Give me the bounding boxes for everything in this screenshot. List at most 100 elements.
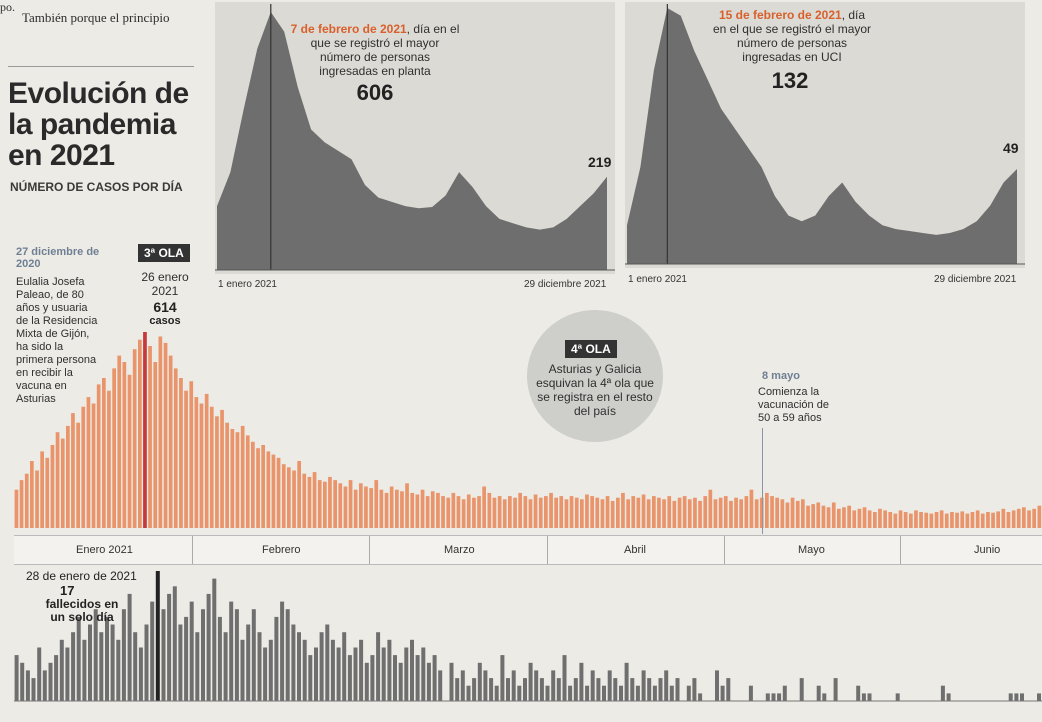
cases-bar [153,362,158,528]
cases-bar [235,432,240,528]
deaths-bar [613,678,618,701]
deaths-peak-bar [155,571,160,701]
cases-bar [780,499,785,528]
deaths-bar [150,601,155,701]
cases-bar [585,494,589,528]
deaths-bar [472,678,477,701]
cases-bar [482,486,486,528]
deaths-bar [511,670,516,701]
cases-bar [626,499,630,528]
may-marker-line [762,428,763,534]
cases-bar [102,378,106,528]
cases-bar [117,355,122,528]
deaths-bar [1020,693,1024,701]
cases-bar [569,496,574,528]
cases-bar [857,508,862,528]
month-label: Febrero [262,544,301,556]
cases-bar [66,425,70,528]
deaths-bar [25,670,30,701]
deaths-bar [415,655,420,701]
deaths-bar [223,632,228,701]
deaths-bar [110,624,115,701]
deaths-bar [460,670,465,701]
month-label: Junio [974,544,1001,556]
cases-bar [194,397,199,528]
deaths-bar [48,662,53,701]
cases-bar [759,497,764,528]
cases-bar [544,496,548,528]
cases-bar [837,508,841,528]
cases-bar [662,499,666,528]
cases-bar [215,416,219,528]
cases-bar [636,497,641,528]
deaths-bar [314,647,318,701]
cases-bar [189,381,194,528]
deaths-bar [195,632,200,701]
cases-bar [785,502,790,528]
cases-bar [199,403,204,528]
deaths-bar [280,601,285,701]
cases-bar [122,362,127,528]
deaths-bar [506,678,510,701]
cases-bar [240,425,245,528]
cases-bar [1016,508,1021,528]
cases-bar [307,476,312,528]
cases-bar [538,497,543,528]
deaths-bar [184,616,189,701]
cases-bar [980,513,985,528]
deaths-bar [121,609,126,701]
cases-bar [127,374,132,528]
cases-bar [359,483,363,528]
cases-bar [251,441,255,528]
vaccine-note-text: Eulalia Josefa Paleao, de 80 años y usua… [16,276,98,405]
deaths-bar [822,693,827,701]
hospital-peak-date: 7 de febrero de 2021 [290,22,407,36]
deaths-bar [206,593,211,701]
cases-bar [934,512,939,528]
deaths-bar [940,685,945,701]
cases-bar [816,502,821,528]
cases-bar [605,496,610,528]
may-note-text: Comienza la vacunación de 50 a 59 años [758,386,829,424]
deaths-bar [698,693,703,701]
hospital-peak-value: 606 [356,80,394,105]
deaths-bar [319,632,324,701]
cases-bar [595,497,600,528]
cases-bar [600,499,605,528]
cases-bar [436,492,440,528]
cases-bar [225,422,229,528]
deaths-bar [93,609,98,701]
wave3-date: 26 enero 2021 [141,270,189,298]
deaths-bar [229,601,234,701]
deaths-bar [596,678,601,701]
deaths-bar-chart [14,571,1042,702]
cases-bar [312,472,317,528]
cases-bar [112,368,116,528]
deaths-bar [353,647,358,701]
icu-peak-value: 132 [771,68,809,93]
month-separator [724,536,725,564]
cases-bar [898,510,903,528]
icu-peak-annotation: 15 de febrero de 2021, día en el que se … [712,8,872,64]
deaths-bar [466,685,471,701]
deaths-bar [297,632,301,701]
cases-bar [389,486,394,528]
cases-bar [914,510,918,528]
deaths-bar [816,685,821,701]
cases-bar [50,445,55,528]
deaths-bar [336,647,341,701]
cases-bar [888,512,893,528]
cases-bar [451,492,456,528]
cases-bar [801,499,805,528]
cases-bar [528,499,533,528]
deaths-bar [523,678,527,701]
deaths-bar [669,685,674,701]
cases-bar [430,491,435,528]
deaths-bar [664,670,669,701]
deaths-bar [861,693,866,701]
deaths-bar [686,685,691,701]
wave4-text: Asturias y Galicia esquivan la 4ª ola qu… [536,362,654,418]
cases-bar [86,397,91,528]
deaths-bar [692,678,697,701]
icu-peak-text: , día en el que se registró el mayor núm… [712,8,872,64]
